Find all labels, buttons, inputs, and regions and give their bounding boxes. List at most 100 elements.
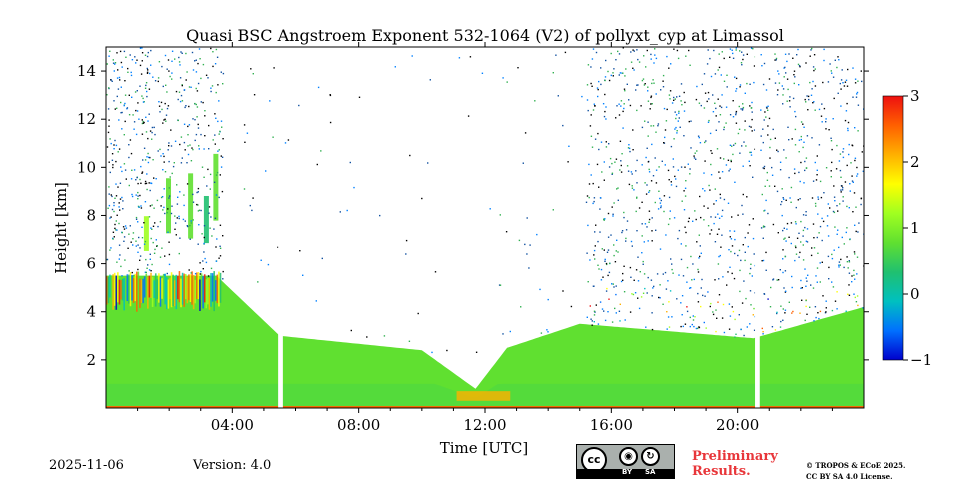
signal-noise-pixel [608, 271, 611, 274]
signal-noise-pixel [807, 274, 809, 276]
signal-noise-pixel [846, 102, 848, 105]
signal-noise-pixel [800, 161, 802, 164]
colorbar-tick-label: 1 [910, 219, 920, 237]
signal-noise-pixel [825, 300, 827, 302]
signal-noise-pixel [718, 121, 720, 123]
signal-noise-pixel [776, 312, 778, 315]
signal-noise-pixel [180, 94, 183, 97]
signal-noise-pixel [706, 100, 708, 103]
signal-noise-pixel [120, 86, 122, 88]
dust-layer-streak [200, 273, 203, 301]
signal-noise-pixel [852, 67, 854, 69]
signal-noise-pixel [207, 77, 209, 79]
signal-noise-pixel [128, 184, 130, 187]
signal-noise-pixel [685, 231, 687, 234]
signal-noise-pixel [112, 238, 114, 240]
signal-noise-pixel [506, 81, 508, 83]
dust-layer-streak [211, 273, 214, 302]
signal-noise-pixel [587, 64, 590, 66]
signal-noise-pixel [751, 130, 753, 132]
signal-noise-pixel [779, 161, 782, 163]
signal-noise-pixel [208, 206, 211, 208]
signal-noise-pixel [838, 264, 840, 266]
dust-layer-streak [216, 274, 219, 304]
signal-noise-pixel [687, 163, 689, 165]
signal-noise-pixel [637, 84, 639, 86]
signal-noise-pixel [624, 90, 626, 92]
signal-noise-pixel [350, 329, 352, 332]
signal-noise-pixel [183, 123, 186, 125]
signal-noise-pixel [799, 251, 801, 254]
signal-noise-pixel [658, 190, 660, 192]
signal-noise-pixel [817, 252, 819, 254]
signal-noise-pixel [762, 226, 765, 228]
signal-noise-pixel [856, 256, 859, 258]
signal-noise-pixel [194, 119, 196, 121]
signal-noise-pixel [562, 124, 564, 127]
signal-noise-pixel [800, 220, 802, 223]
signal-noise-pixel [701, 278, 703, 281]
signal-noise-pixel [700, 305, 702, 308]
signal-noise-pixel [658, 296, 660, 299]
signal-noise-pixel [826, 215, 829, 217]
signal-noise-pixel [809, 306, 811, 308]
signal-noise-pixel [749, 290, 752, 292]
signal-noise-pixel [620, 105, 622, 107]
signal-noise-pixel [781, 214, 783, 217]
dust-layer-streak [132, 278, 135, 303]
signal-noise-pixel [168, 253, 171, 256]
signal-noise-pixel [628, 147, 631, 150]
signal-noise-pixel [804, 268, 806, 270]
signal-noise-pixel [686, 310, 689, 313]
signal-noise-pixel [656, 273, 659, 275]
signal-noise-pixel [669, 210, 671, 212]
signal-noise-pixel [611, 172, 614, 174]
signal-noise-pixel [136, 110, 139, 112]
signal-noise-pixel [152, 241, 154, 244]
signal-noise-pixel [729, 230, 731, 232]
signal-noise-pixel [776, 190, 779, 193]
signal-noise-pixel [146, 67, 148, 70]
signal-noise-pixel [593, 249, 596, 252]
signal-noise-pixel [727, 159, 730, 161]
signal-noise-pixel [750, 263, 752, 265]
signal-noise-pixel [802, 123, 804, 125]
signal-noise-pixel [824, 312, 827, 314]
signal-noise-pixel [607, 311, 609, 313]
signal-noise-pixel [735, 90, 737, 92]
signal-noise-pixel [640, 105, 642, 107]
signal-noise-pixel [805, 285, 807, 287]
signal-noise-pixel [168, 187, 170, 189]
signal-noise-pixel [163, 274, 166, 276]
by-attribution-icon: ◉ [619, 447, 638, 466]
signal-noise-pixel [683, 209, 686, 211]
signal-noise-pixel [820, 196, 823, 199]
signal-noise-pixel [149, 156, 151, 159]
signal-noise-pixel [135, 109, 137, 112]
signal-noise-pixel [154, 80, 157, 82]
signal-noise-pixel [648, 221, 650, 223]
signal-noise-pixel [592, 182, 594, 185]
signal-noise-pixel [149, 253, 151, 255]
signal-noise-pixel [668, 196, 671, 199]
signal-noise-pixel [187, 153, 190, 156]
signal-noise-pixel [214, 217, 217, 219]
signal-noise-pixel [852, 181, 854, 183]
signal-noise-pixel [652, 125, 655, 127]
signal-noise-pixel [802, 214, 805, 216]
signal-noise-pixel [813, 237, 815, 239]
signal-noise-pixel [677, 120, 679, 122]
signal-noise-pixel [742, 108, 744, 110]
dust-layer-streak [219, 272, 222, 303]
signal-noise-pixel [786, 78, 789, 80]
signal-noise-pixel [785, 72, 787, 74]
signal-noise-pixel [843, 243, 845, 245]
signal-noise-pixel [707, 291, 709, 293]
signal-noise-pixel [139, 259, 141, 261]
signal-noise-pixel [775, 57, 778, 60]
signal-noise-pixel [813, 101, 815, 103]
signal-noise-pixel [718, 171, 720, 173]
signal-noise-pixel [749, 151, 751, 154]
signal-noise-pixel [752, 237, 755, 240]
signal-noise-pixel [117, 69, 119, 71]
